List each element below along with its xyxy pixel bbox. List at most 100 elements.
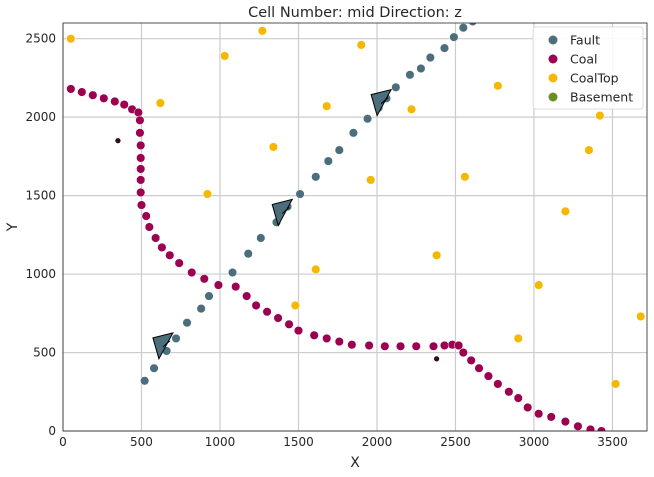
legend-marker-basement — [548, 92, 558, 102]
fault-point — [449, 32, 459, 42]
y-tick-label: 2000 — [25, 110, 56, 124]
fault-point — [458, 23, 468, 33]
coal-point — [174, 258, 184, 268]
coal-point — [165, 250, 175, 260]
coal-point — [364, 340, 374, 351]
coal-point — [157, 242, 167, 252]
fault-point — [468, 23, 478, 26]
coal-point — [523, 402, 533, 413]
coaltop-point — [220, 51, 230, 61]
fault-point — [243, 249, 253, 259]
x-axis-label: X — [350, 455, 360, 471]
fault-point — [363, 114, 373, 124]
coal-point — [395, 341, 406, 351]
coal-point — [110, 96, 120, 107]
coal-point — [213, 280, 223, 290]
coaltop-point — [595, 111, 605, 121]
fault-point — [171, 333, 181, 343]
coal-point — [560, 417, 570, 427]
x-tick-label: 2500 — [440, 435, 471, 449]
y-tick-label: 1000 — [25, 267, 56, 281]
coaltop-point — [311, 264, 321, 274]
series-layer — [66, 23, 646, 431]
coal-point — [136, 140, 146, 150]
x-tick-label: 1500 — [283, 435, 314, 449]
fault-point — [204, 291, 214, 301]
orientation-dot — [115, 138, 121, 144]
legend: Fault Coal CoalTop Basement — [532, 26, 644, 110]
chart-title: Cell Number: mid Direction: z — [248, 5, 462, 21]
legend-marker-fault — [548, 35, 558, 45]
coaltop-point — [202, 189, 212, 199]
fault-point — [295, 189, 305, 199]
fault-point — [334, 145, 344, 155]
coal-point — [273, 313, 283, 323]
coal-point — [534, 409, 544, 419]
coaltop-point — [257, 26, 267, 36]
coaltop-point — [513, 333, 523, 343]
coal-point — [466, 355, 476, 365]
x-tick-label: 1000 — [205, 435, 236, 449]
fault-point — [227, 267, 238, 278]
coal-point — [573, 421, 583, 431]
coal-point — [474, 363, 484, 373]
fault-point — [149, 363, 159, 373]
coaltop-point — [584, 145, 594, 155]
coal-point — [483, 371, 493, 381]
coal-point — [504, 387, 514, 397]
marker-layer — [115, 88, 440, 362]
coal-point — [144, 222, 154, 232]
orientation-cone — [370, 88, 393, 117]
fault-point — [323, 156, 333, 166]
coaltop-point — [636, 311, 646, 321]
fault-point — [439, 43, 450, 53]
coaltop-point — [406, 104, 417, 114]
coal-point — [284, 319, 294, 329]
coaltop-point — [432, 250, 442, 260]
coaltop-point — [460, 172, 470, 182]
coal-point — [199, 274, 209, 284]
fault-point — [405, 70, 415, 80]
legend-label-coal: Coal — [570, 52, 598, 67]
coal-point — [77, 87, 87, 97]
coal-point — [88, 90, 98, 100]
coaltop-point — [290, 300, 300, 311]
y-tick-label: 500 — [33, 346, 56, 360]
coaltop-point — [155, 98, 165, 108]
coal-point — [347, 340, 357, 350]
fault-point — [391, 82, 401, 92]
coal-point — [596, 426, 607, 431]
coal-point — [136, 153, 146, 163]
x-tick-label: 2000 — [362, 435, 393, 449]
coal-point — [66, 84, 76, 94]
x-axis: 0 500 1000 1500 2000 2500 3000 3500 — [59, 435, 628, 449]
x-tick-label: 3500 — [597, 435, 628, 449]
coal-point — [119, 100, 129, 110]
fault-point — [425, 52, 435, 63]
legend-marker-coaltop — [548, 73, 558, 83]
coal-point — [187, 267, 197, 278]
fault-point — [140, 376, 150, 386]
series-fault — [140, 23, 478, 386]
coal-point — [151, 233, 161, 243]
coal-point — [411, 341, 421, 351]
coal-point — [334, 337, 344, 347]
coal-point — [454, 340, 464, 351]
coaltop-point — [611, 379, 621, 389]
legend-marker-coal — [548, 54, 558, 64]
x-tick-label: 500 — [130, 435, 153, 449]
coal-point — [141, 211, 151, 221]
y-axis-label: Y — [5, 222, 21, 232]
fault-point — [348, 128, 358, 138]
coaltop-point — [268, 142, 278, 152]
fault-point — [416, 63, 426, 74]
coal-point — [428, 341, 439, 351]
coal-point — [585, 424, 596, 431]
coal-point — [136, 164, 146, 174]
coal-point — [439, 340, 450, 351]
coal-point — [309, 330, 319, 340]
fault-point — [311, 172, 321, 182]
coal-point — [242, 291, 252, 301]
legend-label-basement: Basement — [570, 90, 633, 105]
y-tick-label: 1500 — [25, 189, 56, 203]
